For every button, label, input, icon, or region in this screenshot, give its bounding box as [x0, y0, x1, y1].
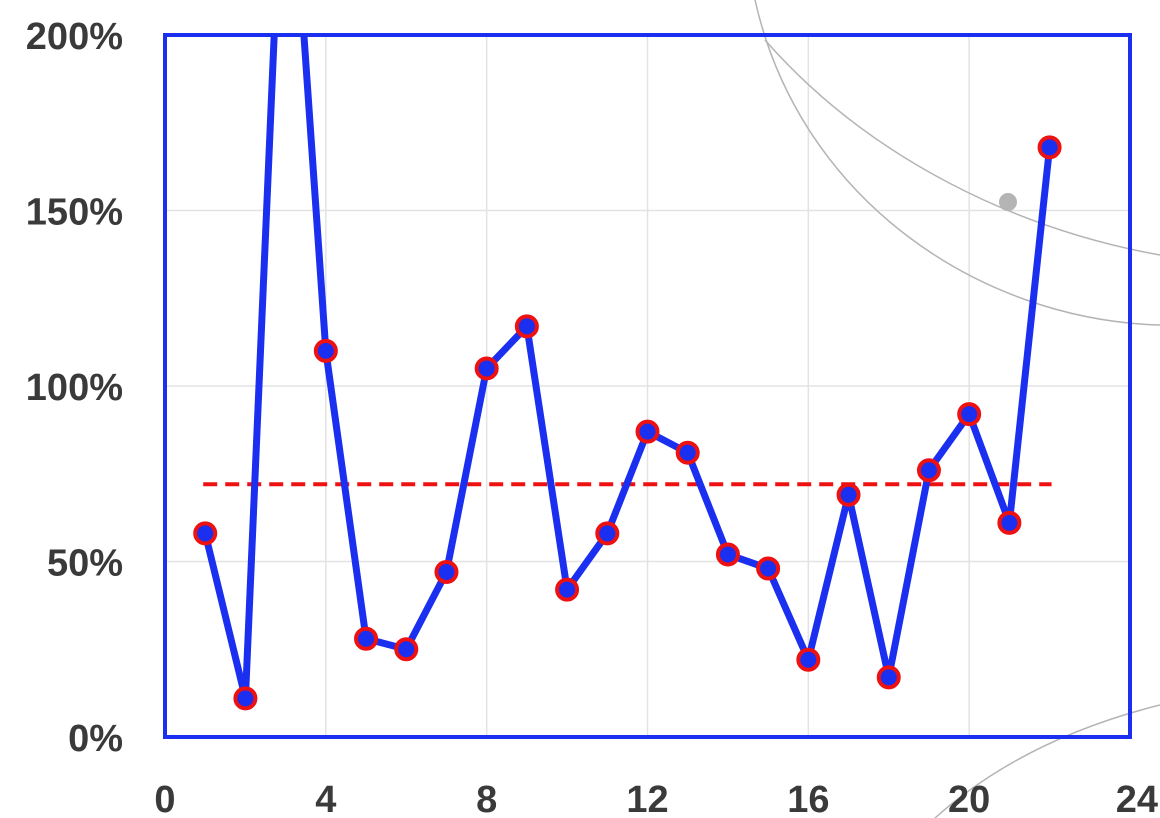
data-point [474, 356, 499, 381]
data-point [595, 521, 620, 546]
x-axis-ticks: 0 4 8 12 16 20 24 [154, 779, 1158, 818]
data-point [635, 419, 660, 444]
data-point [313, 338, 338, 363]
x-tick-label: 24 [1116, 779, 1158, 818]
data-point [675, 440, 700, 465]
x-tick-label: 8 [476, 779, 497, 818]
data-point [836, 482, 861, 507]
data-point [514, 314, 539, 339]
series [201, 35, 1054, 702]
decorative-dot [999, 193, 1017, 211]
x-tick-label: 16 [787, 779, 829, 818]
data-point [957, 402, 982, 427]
plot-frame [163, 33, 1132, 739]
data-point [916, 458, 941, 483]
data-point [756, 556, 781, 581]
y-tick-label: 100% [26, 367, 123, 409]
decorative-arc [764, 39, 1160, 256]
data-point [394, 637, 419, 662]
background-decoration [754, 0, 1160, 818]
x-tick-label: 4 [315, 779, 336, 818]
series-line [201, 35, 1054, 702]
decorative-arc [754, 0, 1160, 326]
data-point [354, 626, 379, 651]
data-point [555, 577, 580, 602]
data-point [796, 647, 821, 672]
data-point [233, 686, 258, 711]
x-tick-label: 0 [154, 779, 175, 818]
data-point [876, 665, 901, 690]
grid [165, 35, 1130, 737]
y-tick-label: 150% [26, 192, 123, 234]
data-point [715, 542, 740, 567]
y-tick-label: 0% [68, 718, 123, 760]
x-tick-label: 12 [626, 779, 668, 818]
data-point [997, 510, 1022, 535]
y-tick-label: 50% [47, 543, 123, 585]
y-axis-ticks: 0% 50% 100% 150% 200% [26, 16, 123, 760]
data-point [434, 560, 459, 585]
markers [193, 135, 1062, 711]
data-point [1037, 135, 1062, 160]
y-tick-label: 200% [26, 16, 123, 58]
x-tick-label: 20 [948, 779, 990, 818]
data-point [193, 521, 218, 546]
